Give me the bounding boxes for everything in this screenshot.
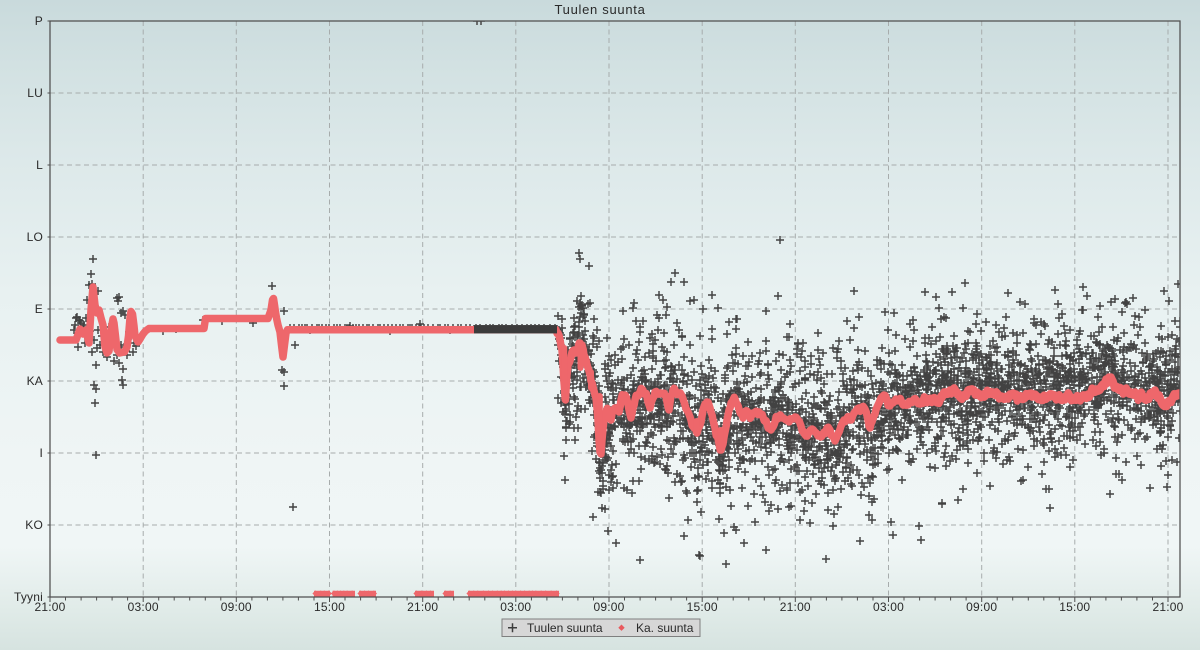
svg-text:03:00: 03:00 — [128, 600, 159, 614]
svg-text:15:00: 15:00 — [314, 600, 345, 614]
svg-text:Tuulen suunta: Tuulen suunta — [527, 621, 603, 635]
svg-text:LU: LU — [27, 86, 43, 100]
svg-text:03:00: 03:00 — [873, 600, 904, 614]
svg-text:KO: KO — [25, 518, 43, 532]
svg-text:Tuulen suunta: Tuulen suunta — [554, 2, 645, 17]
svg-text:KA: KA — [27, 374, 43, 388]
svg-text:21:00: 21:00 — [1152, 600, 1183, 614]
svg-text:Ka. suunta: Ka. suunta — [636, 621, 694, 635]
svg-text:09:00: 09:00 — [966, 600, 997, 614]
svg-text:Tyyni: Tyyni — [14, 590, 43, 604]
svg-text:L: L — [36, 158, 43, 172]
svg-text:21:00: 21:00 — [407, 600, 438, 614]
svg-text:09:00: 09:00 — [593, 600, 624, 614]
svg-text:21:00: 21:00 — [780, 600, 811, 614]
svg-text:P: P — [35, 14, 43, 28]
svg-text:E: E — [35, 302, 43, 316]
svg-text:03:00: 03:00 — [500, 600, 531, 614]
svg-text:LO: LO — [27, 230, 43, 244]
svg-text:09:00: 09:00 — [221, 600, 252, 614]
svg-text:15:00: 15:00 — [687, 600, 718, 614]
svg-text:15:00: 15:00 — [1059, 600, 1090, 614]
svg-text:21:00: 21:00 — [34, 600, 65, 614]
svg-text:I: I — [39, 446, 43, 460]
